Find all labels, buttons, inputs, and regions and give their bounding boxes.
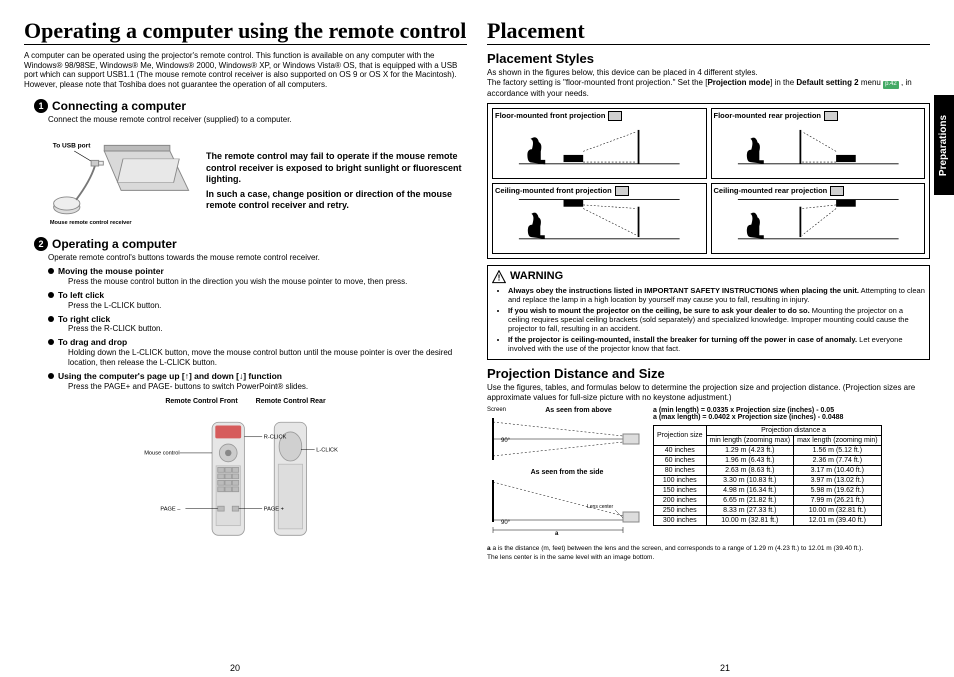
section-2-head: 2 Operating a computer	[34, 237, 467, 251]
bullet-dot	[48, 316, 54, 322]
svg-text:90°: 90°	[501, 438, 511, 444]
screen-label: Screen	[487, 407, 506, 413]
warning-item: If the projector is ceiling-mounted, ins…	[508, 335, 925, 353]
page-num-right: 21	[720, 663, 730, 673]
formula-2: a (max length) = 0.0402 x Projection siz…	[653, 414, 930, 421]
warning-box: ! WARNING Always obey the instructions l…	[487, 265, 930, 360]
left-page: Operating a computer using the remote co…	[24, 18, 467, 669]
placement-styles-title: Placement Styles	[487, 51, 930, 66]
placement-grid: Floor-mounted front projection Floor-moun…	[487, 103, 930, 259]
page-num-left: 20	[230, 663, 240, 673]
placement-cell-title: Ceiling-mounted rear projection	[714, 186, 923, 196]
warn-2: In such a case, change position or direc…	[206, 189, 467, 212]
bullet-dot	[48, 339, 54, 345]
page-ref-icon: p.42	[883, 81, 899, 89]
fig-front-label: Remote Control Front	[165, 398, 237, 405]
svg-text:L-CLICK: L-CLICK	[316, 447, 338, 453]
svg-text:a: a	[555, 531, 559, 536]
section-2-text: Operate remote control's buttons towards…	[48, 253, 467, 263]
fig-rear-label: Remote Control Rear	[256, 398, 326, 405]
dist-intro: Use the figures, tables, and formulas be…	[487, 383, 930, 403]
svg-text:Mouse remote control receiver: Mouse remote control receiver	[50, 221, 132, 227]
svg-text:PAGE –: PAGE –	[160, 506, 181, 512]
warn-1: The remote control may fail to operate i…	[206, 151, 467, 185]
right-page: Placement Placement Styles As shown in t…	[487, 18, 930, 669]
bullet-title: To drag and drop	[58, 337, 467, 348]
bullet-item: To left clickPress the L-CLICK button.	[48, 290, 467, 311]
svg-text:Lens center: Lens center	[587, 504, 613, 510]
placement-cell: Floor-mounted rear projection	[711, 108, 926, 179]
warning-icon: !	[492, 270, 506, 284]
placement-type-icon	[824, 111, 838, 121]
badge-1: 1	[34, 99, 48, 113]
side-tab-text: Preparations	[939, 114, 950, 175]
projection-table: Projection sizeProjection distance amin …	[653, 425, 882, 526]
bullet-text: Holding down the L-CLICK button, move th…	[68, 348, 467, 368]
bullet-text: Press the mouse control button in the di…	[68, 277, 407, 287]
section-1-title: Connecting a computer	[52, 99, 186, 113]
warning-item: If you wish to mount the projector on th…	[508, 306, 925, 333]
placement-cell-title: Floor-mounted rear projection	[714, 111, 923, 121]
warning-item: Always obey the instructions listed in I…	[508, 286, 925, 304]
placement-cell: Ceiling-mounted front projection	[492, 183, 707, 254]
placement-cell: Ceiling-mounted rear projection	[711, 183, 926, 254]
section-2-title: Operating a computer	[52, 237, 177, 251]
bullet-item: Moving the mouse pointerPress the mouse …	[48, 266, 467, 287]
side-label: As seen from the side	[487, 469, 647, 476]
svg-text:To USB port: To USB port	[53, 143, 92, 150]
bullet-text: Press the R-CLICK button.	[68, 324, 163, 334]
svg-text:PAGE +: PAGE +	[263, 506, 284, 512]
svg-text:Mouse control: Mouse control	[144, 450, 179, 456]
bullet-title: To right click	[58, 314, 163, 325]
foot-1: a a is the distance (m, feet) between th…	[487, 545, 930, 552]
placement-cell-title: Floor-mounted front projection	[495, 111, 704, 121]
dist-side-diagram: Lens center 90° a	[487, 476, 647, 536]
placement-type-icon	[830, 186, 844, 196]
svg-text:R-CLICK: R-CLICK	[263, 434, 286, 440]
dist-above-diagram: 90°	[487, 414, 647, 464]
right-title: Placement	[487, 18, 930, 45]
connect-figure: To USB port Mouse remote control receive…	[48, 131, 467, 231]
svg-text:!: !	[498, 272, 501, 282]
bullet-dot	[48, 373, 54, 379]
placement-type-icon	[615, 186, 629, 196]
bullet-dot	[48, 292, 54, 298]
bullet-text: Press the PAGE+ and PAGE- buttons to swi…	[68, 382, 308, 392]
above-label: As seen from above	[510, 407, 647, 414]
section-1-head: 1 Connecting a computer	[34, 99, 467, 113]
remote-figure: Remote Control Front Remote Control Rear	[24, 398, 467, 562]
placement-cell-title: Ceiling-mounted front projection	[495, 186, 704, 196]
bullet-item: Using the computer's page up [↑] and dow…	[48, 371, 467, 392]
side-tab: Preparations	[934, 95, 954, 195]
bullet-text: Press the L-CLICK button.	[68, 301, 161, 311]
placement-intro: As shown in the figures below, this devi…	[487, 68, 930, 99]
laptop-diagram: To USB port Mouse remote control receive…	[48, 131, 198, 231]
left-intro: A computer can be operated using the pro…	[24, 51, 467, 89]
remote-diagram: R-CLICK L-CLICK Mouse control PAGE – PAG…	[141, 407, 351, 557]
section-1-text: Connect the mouse remote control receive…	[48, 115, 467, 125]
formula-1: a (min length) = 0.0335 x Projection siz…	[653, 407, 930, 414]
warning-head: WARNING	[510, 270, 563, 283]
bullet-item: To right clickPress the R-CLICK button.	[48, 314, 467, 335]
bullet-title: To left click	[58, 290, 161, 301]
placement-type-icon	[608, 111, 622, 121]
bullet-title: Using the computer's page up [↑] and dow…	[58, 371, 308, 382]
left-title: Operating a computer using the remote co…	[24, 18, 467, 45]
svg-text:90°: 90°	[501, 520, 511, 526]
bullet-list: Moving the mouse pointerPress the mouse …	[48, 266, 467, 391]
badge-2: 2	[34, 237, 48, 251]
bullet-item: To drag and dropHolding down the L-CLICK…	[48, 337, 467, 368]
dist-title: Projection Distance and Size	[487, 366, 930, 381]
bullet-dot	[48, 268, 54, 274]
placement-cell: Floor-mounted front projection	[492, 108, 707, 179]
foot-2: The lens center is in the same level wit…	[487, 554, 930, 561]
bullet-title: Moving the mouse pointer	[58, 266, 407, 277]
